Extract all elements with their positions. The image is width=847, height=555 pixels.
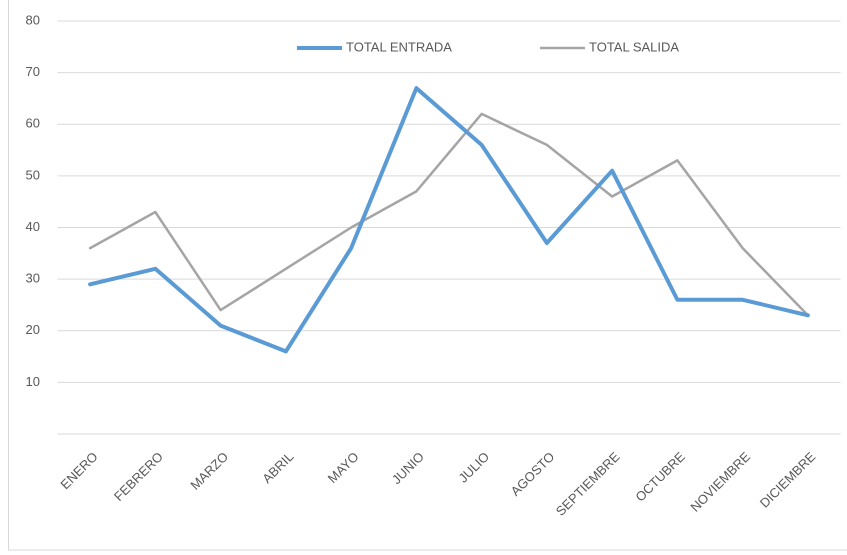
y-tick-label: 80 — [26, 12, 40, 27]
legend-label: TOTAL ENTRADA — [346, 39, 452, 54]
y-tick-label: 10 — [26, 374, 40, 389]
y-tick-label: 50 — [26, 167, 40, 182]
series-line — [88, 112, 810, 317]
y-tick-label: 60 — [26, 116, 40, 131]
y-tick-label: 30 — [26, 271, 40, 286]
y-tick-label: 20 — [26, 322, 40, 337]
series-line — [88, 86, 810, 354]
chart-frame — [8, 0, 847, 551]
y-tick-label: 70 — [26, 64, 40, 79]
y-tick-label: 40 — [26, 219, 40, 234]
legend-label: TOTAL SALIDA — [589, 39, 679, 54]
